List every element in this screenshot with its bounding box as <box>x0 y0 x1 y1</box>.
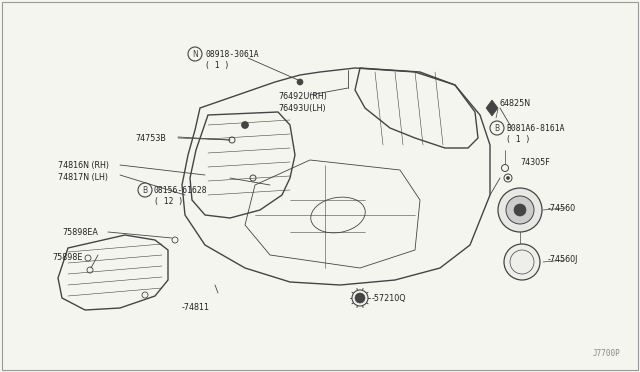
Text: 74305F: 74305F <box>520 157 550 167</box>
Text: B: B <box>143 186 148 195</box>
Polygon shape <box>486 100 498 116</box>
Text: 08156-61628: 08156-61628 <box>154 186 207 195</box>
Circle shape <box>241 122 248 128</box>
Text: 76493U(LH): 76493U(LH) <box>278 103 326 112</box>
Text: -74560J: -74560J <box>548 256 579 264</box>
Circle shape <box>514 204 526 216</box>
Text: ( 1 ): ( 1 ) <box>205 61 229 70</box>
Circle shape <box>498 188 542 232</box>
Circle shape <box>506 196 534 224</box>
Text: 74817N (LH): 74817N (LH) <box>58 173 108 182</box>
Text: ( 1 ): ( 1 ) <box>506 135 531 144</box>
Circle shape <box>297 79 303 85</box>
Text: ( 12 ): ( 12 ) <box>154 196 183 205</box>
Text: 64825N: 64825N <box>500 99 531 108</box>
Text: B081A6-8161A: B081A6-8161A <box>506 124 564 132</box>
Text: B: B <box>495 124 500 132</box>
Text: N: N <box>192 49 198 58</box>
Text: 75898E: 75898E <box>52 253 83 263</box>
Circle shape <box>352 290 368 306</box>
Circle shape <box>490 121 504 135</box>
Text: 76492U(RH): 76492U(RH) <box>278 92 327 100</box>
Text: 74753B: 74753B <box>135 134 166 142</box>
Text: -74560: -74560 <box>548 203 576 212</box>
Text: 08918-3061A: 08918-3061A <box>205 49 259 58</box>
Circle shape <box>188 47 202 61</box>
Text: J7700P: J7700P <box>592 349 620 358</box>
Circle shape <box>506 176 509 180</box>
Circle shape <box>355 293 365 303</box>
Text: -57210Q: -57210Q <box>372 294 406 302</box>
Circle shape <box>504 244 540 280</box>
Text: 74816N (RH): 74816N (RH) <box>58 160 109 170</box>
Text: 75898EA: 75898EA <box>62 228 98 237</box>
Text: -74811: -74811 <box>182 304 210 312</box>
Circle shape <box>138 183 152 197</box>
